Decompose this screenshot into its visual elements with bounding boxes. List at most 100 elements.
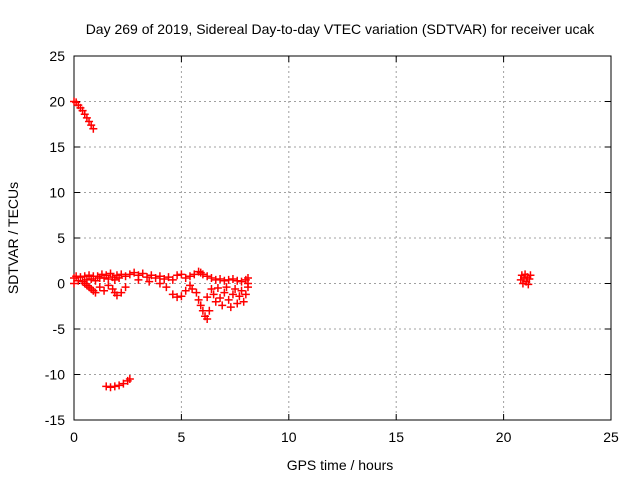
data-point [203, 314, 212, 323]
data-point [218, 301, 227, 310]
data-point [177, 270, 186, 279]
data-point [162, 283, 171, 292]
data-point [173, 271, 182, 280]
data-point [233, 276, 242, 285]
data-point [130, 268, 139, 277]
data-point [190, 270, 199, 279]
data-point [155, 272, 164, 281]
data-point [526, 271, 535, 280]
x-tick-label: 25 [603, 429, 619, 445]
y-tick-label: 20 [49, 94, 65, 110]
data-point [185, 272, 194, 281]
data-point [115, 381, 124, 390]
data-point [525, 274, 534, 283]
grid-lines [74, 56, 611, 420]
data-point [205, 306, 214, 315]
x-tick-label: 10 [281, 429, 297, 445]
data-point [222, 283, 231, 292]
y-axis-label: SDTVAR / TECUs [5, 182, 21, 294]
data-point [145, 277, 154, 286]
data-point [95, 283, 104, 292]
data-point [233, 299, 242, 308]
data-point [181, 286, 190, 295]
data-point [226, 303, 235, 312]
data-point [188, 284, 197, 293]
y-tick-label: -5 [53, 321, 66, 337]
data-point [211, 275, 220, 284]
x-axis-label: GPS time / hours [287, 457, 394, 473]
data-point [216, 274, 225, 283]
x-tick-label: 20 [496, 429, 512, 445]
data-point [110, 382, 119, 391]
data-point [91, 276, 100, 285]
data-point [237, 286, 246, 295]
data-point [160, 274, 169, 283]
data-point [203, 293, 212, 302]
data-point [216, 294, 225, 303]
chart-title: Day 269 of 2019, Sidereal Day-to-day VTE… [86, 21, 596, 37]
data-point [194, 295, 203, 304]
data-point [100, 286, 109, 295]
data-point [192, 288, 201, 297]
x-tick-label: 0 [70, 429, 78, 445]
data-point [89, 124, 98, 133]
data-point [168, 290, 177, 299]
data-point [125, 270, 134, 279]
data-point [198, 270, 207, 279]
data-point [117, 288, 126, 297]
data-point [138, 269, 147, 278]
data-point [220, 276, 229, 285]
data-point [76, 273, 85, 282]
data-points [70, 97, 535, 392]
data-point [239, 297, 248, 306]
data-point [112, 291, 121, 300]
data-point [213, 284, 222, 293]
data-point [207, 274, 216, 283]
data-point [243, 274, 252, 283]
data-point [220, 288, 229, 297]
data-point [164, 273, 173, 282]
data-point [209, 290, 218, 299]
y-tick-label: 5 [57, 230, 65, 246]
data-point [134, 275, 143, 284]
axis-ticks: 0 5 10 15 20 25 -15 -10 -5 0 5 10 15 20 25 [45, 48, 619, 445]
data-point [196, 301, 205, 310]
data-point [104, 281, 113, 290]
y-tick-label: 10 [49, 185, 65, 201]
data-point [224, 295, 233, 304]
data-point [72, 272, 81, 281]
data-point [237, 277, 246, 286]
y-tick-label: -15 [45, 412, 65, 428]
data-point [121, 283, 130, 292]
data-point [143, 273, 152, 282]
data-point [119, 379, 128, 388]
data-point [207, 284, 216, 293]
data-point [125, 375, 134, 384]
data-point [173, 293, 182, 302]
y-tick-label: 25 [49, 48, 65, 64]
x-tick-label: 15 [388, 429, 404, 445]
data-point [70, 279, 78, 288]
data-point [117, 270, 126, 279]
y-tick-label: 0 [57, 276, 65, 292]
data-point [102, 382, 111, 391]
data-point [168, 275, 177, 284]
data-point [228, 274, 237, 283]
data-point [231, 284, 240, 293]
data-point [147, 271, 156, 280]
y-tick-label: 15 [49, 139, 65, 155]
data-point [241, 290, 250, 299]
data-point [151, 274, 160, 283]
data-point [110, 275, 119, 284]
data-point [211, 297, 220, 306]
data-point [181, 274, 190, 283]
x-tick-label: 5 [178, 429, 186, 445]
data-point [121, 272, 130, 281]
data-point [235, 292, 244, 301]
data-point [155, 279, 164, 288]
data-point [228, 290, 237, 299]
data-point [524, 280, 533, 289]
data-point [91, 288, 100, 297]
data-point [224, 275, 233, 284]
